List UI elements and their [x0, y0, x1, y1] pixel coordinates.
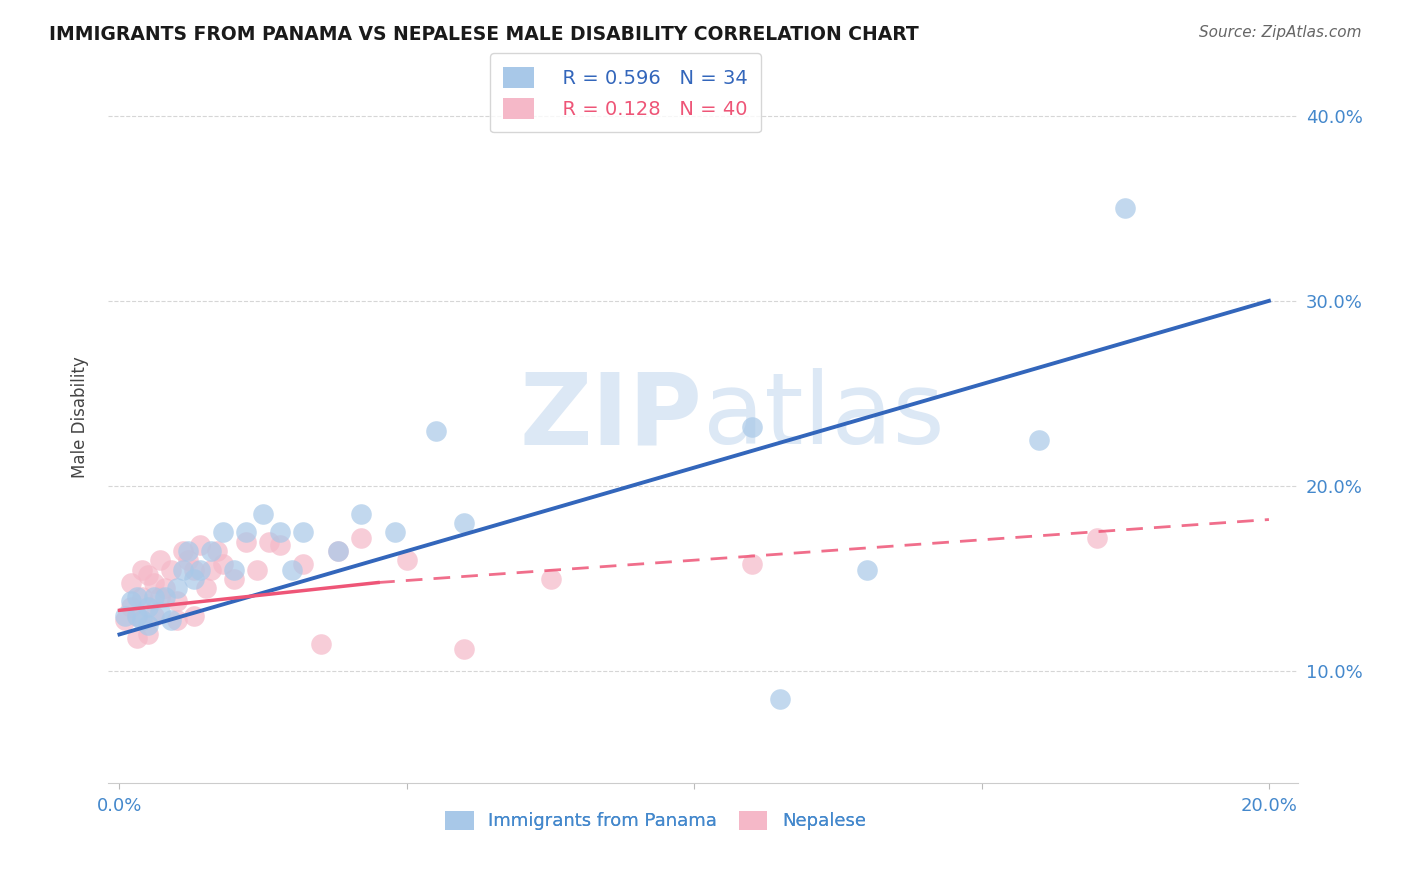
- Point: [166, 613, 188, 627]
- Point: [131, 563, 153, 577]
- Point: [453, 642, 475, 657]
- Point: [172, 563, 194, 577]
- Point: [257, 534, 280, 549]
- Point: [326, 544, 349, 558]
- Point: [131, 613, 153, 627]
- Point: [183, 563, 205, 577]
- Point: [384, 525, 406, 540]
- Point: [114, 608, 136, 623]
- Point: [166, 581, 188, 595]
- Text: IMMIGRANTS FROM PANAMA VS NEPALESE MALE DISABILITY CORRELATION CHART: IMMIGRANTS FROM PANAMA VS NEPALESE MALE …: [49, 25, 920, 44]
- Point: [120, 594, 142, 608]
- Point: [235, 534, 257, 549]
- Point: [212, 525, 235, 540]
- Point: [136, 568, 159, 582]
- Point: [183, 608, 205, 623]
- Point: [136, 618, 159, 632]
- Point: [205, 544, 228, 558]
- Point: [200, 563, 222, 577]
- Point: [425, 424, 447, 438]
- Point: [136, 599, 159, 614]
- Text: Source: ZipAtlas.com: Source: ZipAtlas.com: [1198, 25, 1361, 40]
- Point: [183, 572, 205, 586]
- Point: [1085, 531, 1108, 545]
- Point: [177, 553, 200, 567]
- Point: [172, 544, 194, 558]
- Point: [855, 563, 877, 577]
- Point: [769, 692, 792, 706]
- Point: [246, 563, 269, 577]
- Point: [453, 516, 475, 531]
- Point: [136, 627, 159, 641]
- Point: [252, 507, 274, 521]
- Point: [160, 613, 183, 627]
- Point: [143, 608, 166, 623]
- Point: [350, 531, 373, 545]
- Point: [350, 507, 373, 521]
- Point: [114, 613, 136, 627]
- Point: [177, 544, 200, 558]
- Point: [212, 557, 235, 571]
- Point: [149, 591, 172, 605]
- Point: [1028, 433, 1050, 447]
- Point: [125, 608, 148, 623]
- Point: [120, 575, 142, 590]
- Point: [235, 525, 257, 540]
- Point: [540, 572, 562, 586]
- Point: [188, 539, 211, 553]
- Point: [143, 591, 166, 605]
- Point: [224, 563, 246, 577]
- Point: [155, 581, 177, 595]
- Point: [281, 563, 304, 577]
- Point: [395, 553, 418, 567]
- Point: [326, 544, 349, 558]
- Point: [125, 608, 148, 623]
- Text: atlas: atlas: [703, 368, 945, 465]
- Point: [160, 563, 183, 577]
- Point: [149, 605, 172, 619]
- Point: [143, 575, 166, 590]
- Y-axis label: Male Disability: Male Disability: [72, 356, 89, 477]
- Point: [309, 637, 332, 651]
- Point: [292, 525, 315, 540]
- Point: [166, 594, 188, 608]
- Point: [120, 599, 142, 614]
- Point: [224, 572, 246, 586]
- Point: [149, 553, 172, 567]
- Point: [131, 591, 153, 605]
- Legend: Immigrants from Panama, Nepalese: Immigrants from Panama, Nepalese: [436, 802, 875, 839]
- Point: [269, 539, 291, 553]
- Point: [125, 591, 148, 605]
- Point: [155, 591, 177, 605]
- Point: [741, 557, 763, 571]
- Point: [188, 563, 211, 577]
- Point: [125, 631, 148, 645]
- Text: ZIP: ZIP: [520, 368, 703, 465]
- Point: [1114, 201, 1136, 215]
- Point: [741, 420, 763, 434]
- Point: [292, 557, 315, 571]
- Point: [194, 581, 217, 595]
- Point: [269, 525, 291, 540]
- Point: [200, 544, 222, 558]
